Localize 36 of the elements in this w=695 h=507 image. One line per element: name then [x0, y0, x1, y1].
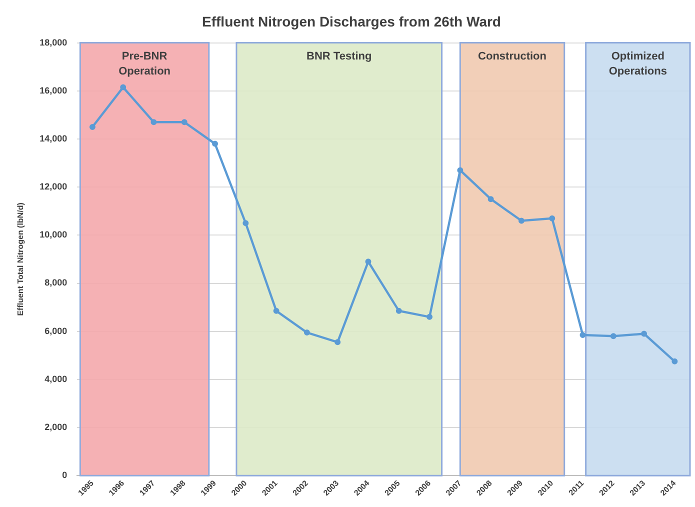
y-axis-title: Effluent Total Nitrogen (lbN/d) — [16, 202, 26, 316]
point — [242, 220, 249, 226]
point — [549, 215, 556, 222]
band-label: Optimized Operations — [608, 50, 667, 78]
point — [365, 258, 372, 265]
chart-title: Effluent Nitrogen Discharges from 26th Ward — [202, 13, 501, 30]
point — [396, 308, 402, 314]
y-tick-label: 12,000 — [40, 182, 68, 192]
point — [672, 358, 678, 364]
point — [641, 330, 648, 337]
band-label: Construction — [478, 50, 547, 62]
y-tick-label: 4,000 — [44, 374, 68, 384]
band-label: BNR Testing — [306, 50, 372, 62]
point — [273, 308, 280, 314]
point — [181, 119, 188, 126]
point — [610, 333, 616, 340]
point — [426, 314, 433, 320]
point — [120, 84, 126, 90]
point — [488, 196, 494, 202]
point — [150, 119, 157, 126]
point — [304, 330, 310, 336]
point — [518, 218, 524, 224]
y-tick-label: 8,000 — [44, 278, 68, 288]
y-tick-label: 18,000 — [40, 37, 68, 48]
point — [212, 140, 218, 147]
band-label: Pre-BNR Operation — [118, 50, 171, 78]
y-tick-label: 16,000 — [40, 85, 68, 96]
point — [580, 332, 586, 338]
point — [89, 124, 96, 130]
y-tick-label: 10,000 — [40, 230, 68, 240]
point — [334, 339, 341, 346]
y-tick-label: 14,000 — [40, 133, 68, 144]
y-tick-label: 6,000 — [44, 326, 68, 336]
y-tick-label: 2,000 — [44, 422, 68, 432]
y-tick-label: 0 — [62, 470, 68, 480]
point — [457, 167, 464, 174]
